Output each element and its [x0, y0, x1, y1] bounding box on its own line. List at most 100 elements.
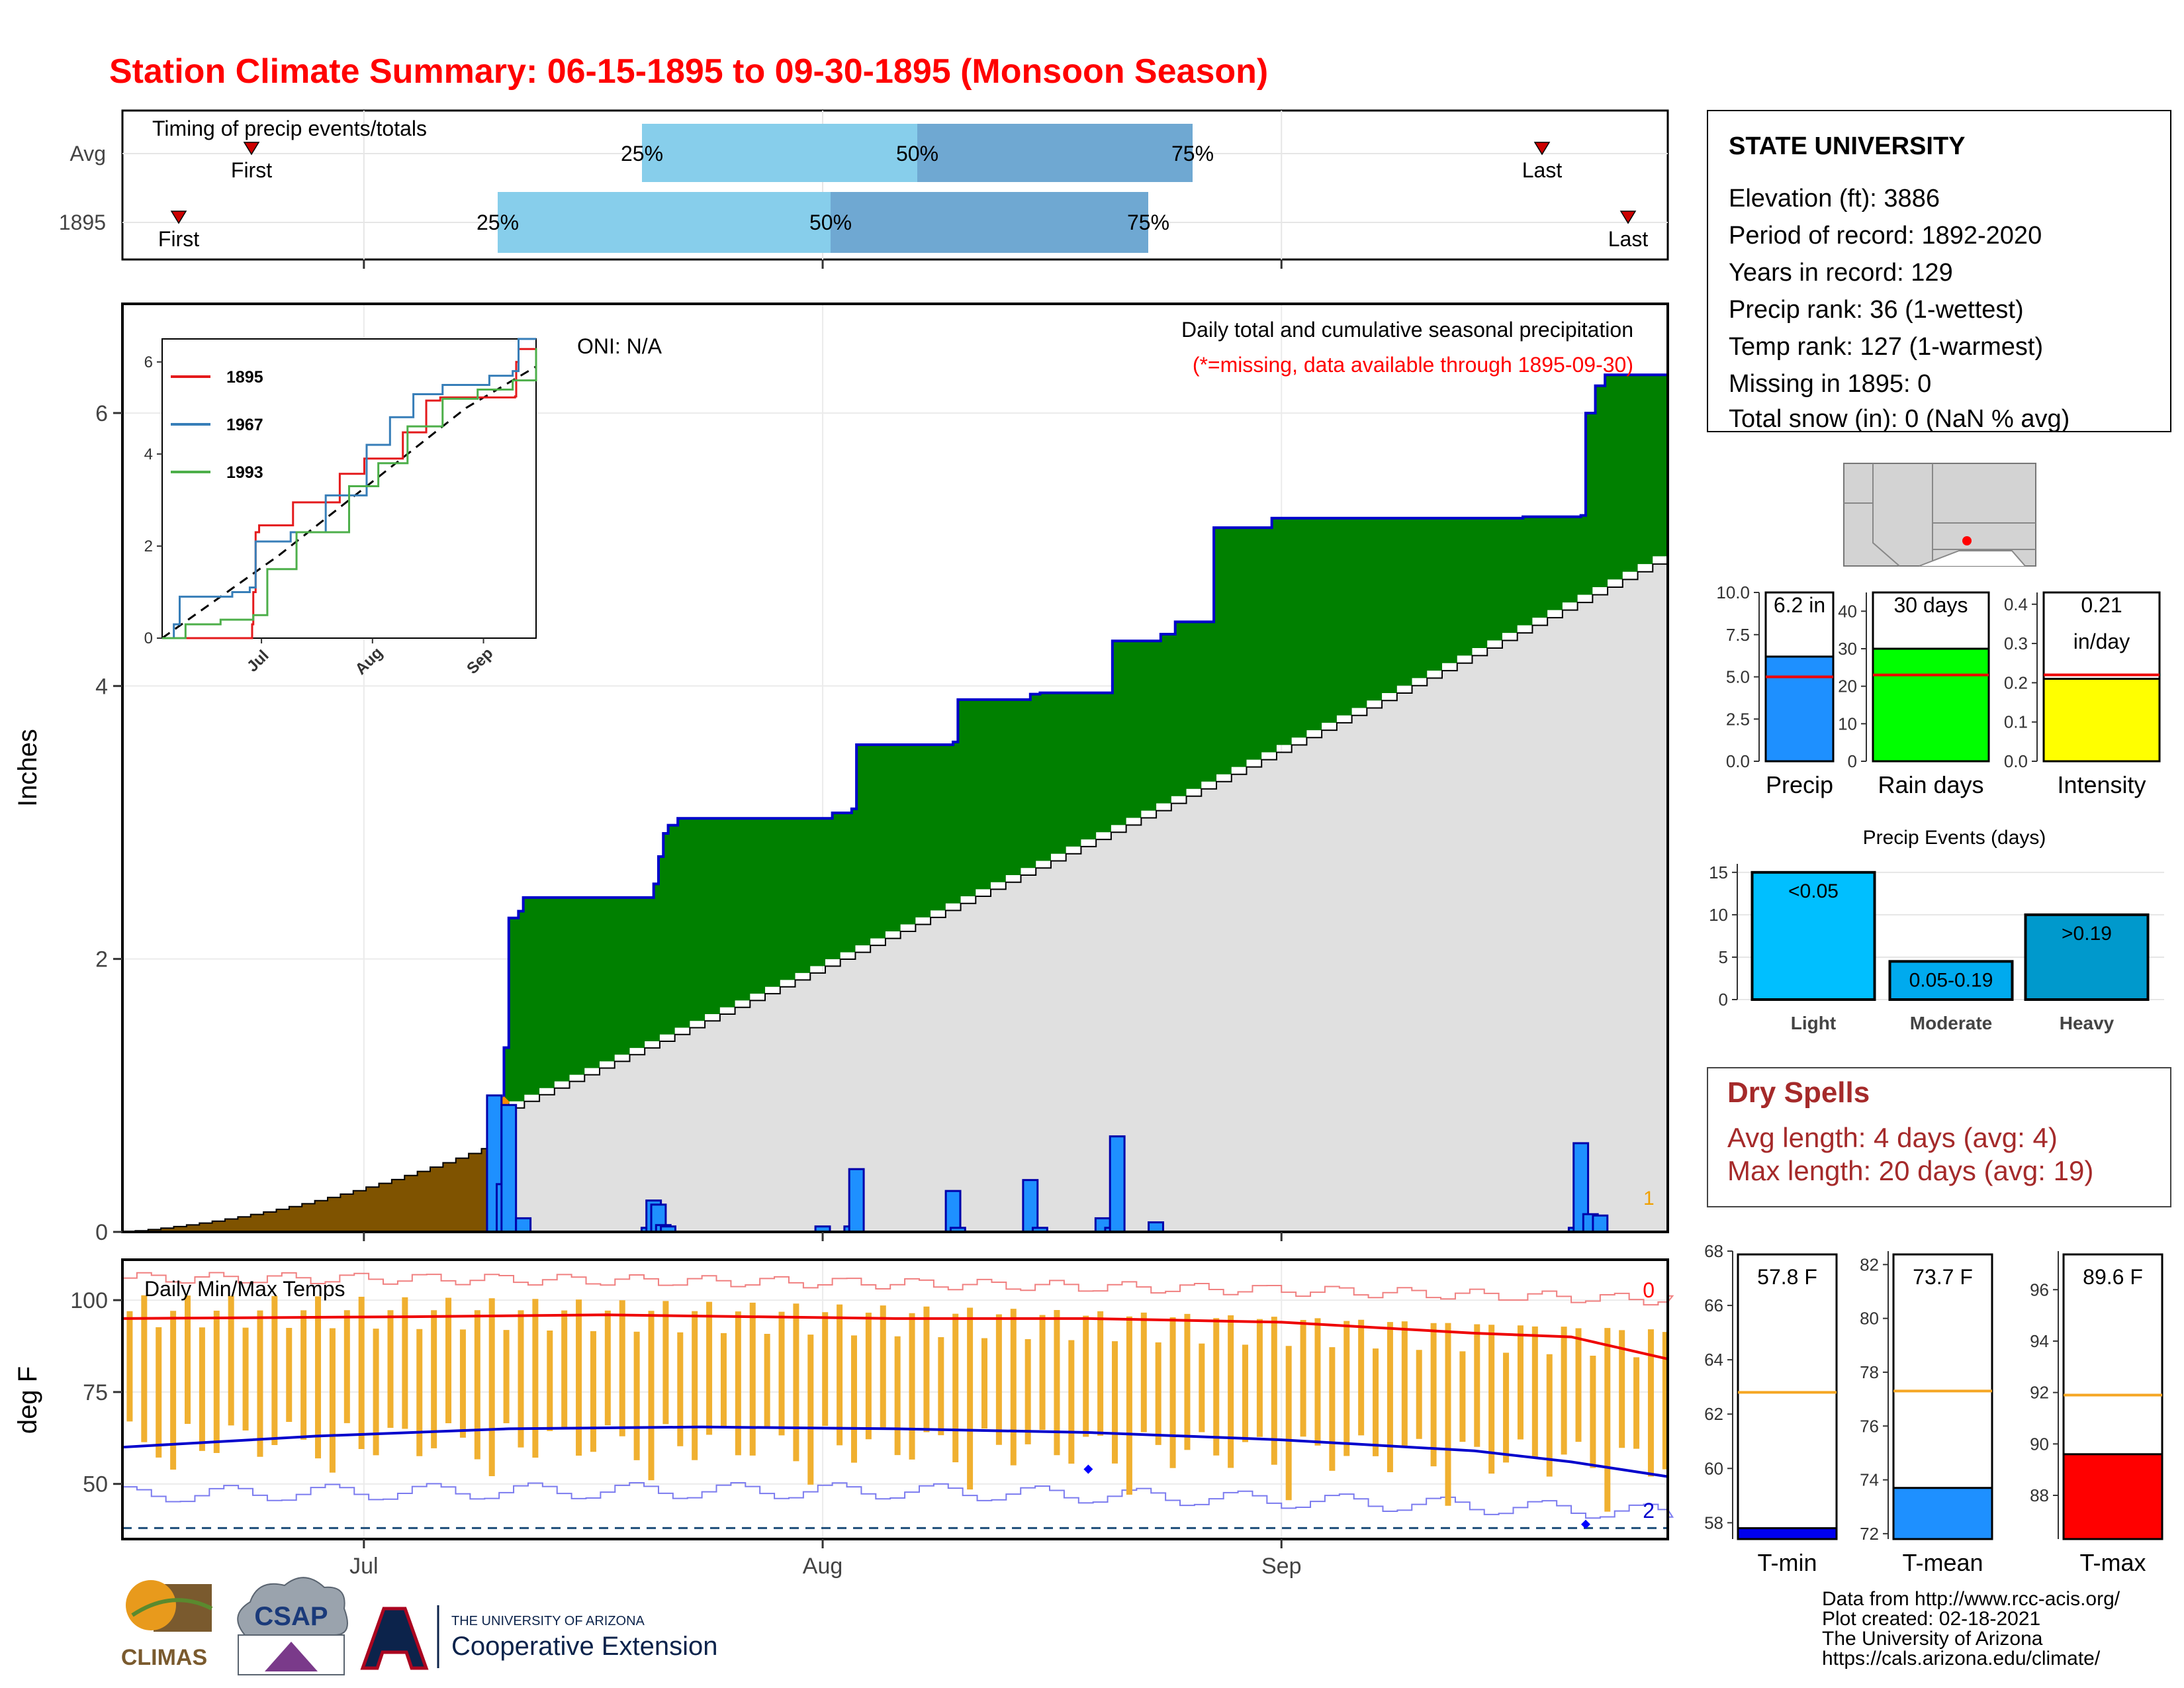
timing-p75-label-avg: 75% [1171, 142, 1214, 165]
daily-precip-bar-18 [1109, 1135, 1126, 1233]
timing-bar-q2-year [831, 192, 1148, 253]
footer-line-4: https://cals.arizona.edu/climate/ [1822, 1648, 2101, 1669]
precip-ytick-label-2: 4 [95, 674, 108, 699]
mini-precip-tick-label-3: 7.5 [1726, 625, 1750, 645]
inset-legend-label-1: 1967 [226, 416, 263, 434]
timing-first-label-avg: First [231, 158, 272, 182]
mini-precip-tick-label-4: 10.0 [1716, 583, 1750, 602]
temp-ytick-label-1: 75 [83, 1380, 108, 1405]
tmini-tmin-bar [1737, 1527, 1838, 1540]
station-location-marker [1962, 536, 1972, 545]
mini-stats-panel: 0.0 2.5 5.0 7.5 10.0 6.2 in Precip 0 10 20 30 40 30 … [1716, 583, 2161, 798]
info-period: Period of record: 1892-2020 [1729, 222, 2042, 250]
events-bar-0 [1751, 870, 1876, 1001]
mini-raindays-bar [1872, 647, 1990, 763]
daily-precip-bar-3 [515, 1217, 532, 1233]
mini-intensity-tick-label-1: 0.1 [2004, 712, 2028, 732]
info-years: Years in record: 129 [1729, 259, 1953, 287]
info-missing: Missing in 1895: 0 [1729, 370, 1931, 398]
daily-precip-bar-11 [848, 1168, 865, 1233]
record-low-marker-0 [1083, 1464, 1093, 1474]
events-bar-2 [2024, 913, 2150, 1001]
inset-ytick-label-2: 4 [144, 445, 153, 463]
events-bar-1 [1888, 960, 2014, 1001]
tmini-tmin-tick-label-4: 66 [1704, 1295, 1723, 1315]
record-low-line [122, 1481, 1674, 1519]
above-average-area [494, 375, 1668, 1232]
x-tick-label-0: Jul [349, 1554, 378, 1579]
precip-ylabel: Inches [13, 729, 42, 807]
dry-spells-avg: Avg length: 4 days (avg: 4) [1727, 1122, 2058, 1153]
precip-areas [122, 373, 1668, 1233]
dry-spells-frame [1707, 1067, 2171, 1207]
map-border [1919, 550, 2026, 567]
temp-frame [121, 1258, 1669, 1540]
daily-precip-bar-12 [944, 1190, 962, 1233]
inset-ytick-label-1: 2 [144, 538, 153, 555]
events-bar-label-0: Light [1791, 1013, 1836, 1033]
inset-series-line-2 [162, 348, 537, 639]
timing-panel: 25% 50% 75% First Last 25% 50% 75% First Last Tim… [59, 109, 1669, 269]
tmini-tmin-tick-label-3: 64 [1704, 1350, 1723, 1370]
ua-a-mark [360, 1607, 429, 1670]
logos: CLIMAS CSAP THE UNIVERSITY OF ARIZONA Co… [121, 1577, 717, 1675]
events-bar-label-1: Moderate [1910, 1013, 1992, 1033]
tmini-tmean-tick-label-4: 80 [1860, 1309, 1879, 1329]
timing-row-label-avg: Avg [69, 142, 106, 165]
mini-precip-tick-label-1: 2.5 [1726, 709, 1750, 729]
tmini-tmin-value: 57.8 F [1757, 1265, 1817, 1289]
mini-intensity-tick-label-2: 0.2 [2004, 673, 2028, 692]
tmini-tmax-tick-label-4: 96 [2030, 1280, 2049, 1299]
events-bar-tag-1: 0.05-0.19 [1909, 969, 1993, 991]
timing-title: Timing of precip events/totals [152, 117, 427, 140]
timing-last-marker-year [1619, 211, 1637, 224]
timing-bar-q2-avg [917, 124, 1193, 182]
timing-last-label-avg: Last [1522, 158, 1563, 182]
average-cumulative-area [493, 556, 1668, 1233]
cumulative-before-area [122, 1143, 495, 1233]
climas-logo: CLIMAS [121, 1580, 213, 1670]
mini-raindays-tick-label-3: 30 [1838, 639, 1857, 659]
average-max-line [122, 1313, 1668, 1360]
precip-caption: Daily total and cumulative seasonal prec… [1181, 318, 1633, 342]
locator-map [1843, 463, 2036, 567]
inset-series-line-0 [162, 348, 536, 639]
station-info-box: STATE UNIVERSITY Elevation (ft): 3886 Pe… [1707, 110, 2171, 433]
tmini-tmax-value: 89.6 F [2083, 1265, 2143, 1289]
mini-precip-tick-label-2: 5.0 [1726, 667, 1750, 687]
mini-intensity-value: 0.21 [2081, 593, 2122, 617]
mini-intensity-tick-label-4: 0.4 [2004, 594, 2028, 614]
daily-precip-bar-2 [500, 1103, 518, 1233]
tmini-tmin-tick-label-5: 68 [1704, 1241, 1723, 1261]
csap-logo: CSAP [237, 1577, 348, 1675]
tmini-tmax-tick-label-3: 94 [2030, 1331, 2049, 1351]
x-tick-label-1: Aug [803, 1554, 843, 1579]
tmini-tmean-tick-label-1: 74 [1860, 1470, 1879, 1490]
precip-frame [121, 303, 1669, 1233]
timing-first-marker-avg [243, 142, 260, 156]
average-min-line [122, 1425, 1668, 1478]
events-ytick-label-1: 5 [1719, 947, 1728, 967]
tmini-tmin-label: T-min [1758, 1549, 1817, 1576]
tmini-tmin-tick-label-1: 60 [1704, 1458, 1723, 1478]
events-ytick-label-0: 0 [1719, 990, 1728, 1009]
precip-panel: 0 2 4 6 Inches ONI: N/A Daily total and cum… [13, 303, 1669, 1245]
tmini-tmean-value: 73.7 F [1913, 1265, 1973, 1289]
tmini-tmax-bar [2062, 1453, 2163, 1540]
mini-intensity-tick-label-3: 0.3 [2004, 633, 2028, 653]
timing-last-marker-avg [1533, 142, 1551, 156]
csap-mountain [265, 1642, 318, 1671]
info-precip-rank: Precip rank: 36 (1-wettest) [1729, 296, 2024, 324]
csap-logo-text: CSAP [254, 1602, 328, 1631]
precip-events-panel: Precip Events (days) 0 5 10 15 <0.05 Light 0.0… [1709, 827, 2164, 1033]
daily-precip-bar-14 [1022, 1179, 1039, 1233]
mini-raindays-value: 30 days [1893, 593, 1968, 617]
precip-corner-count: 1 [1643, 1188, 1655, 1209]
observed-cumulative-line [494, 373, 1668, 1233]
mini-precip-bar [1764, 655, 1835, 763]
info-elevation: Elevation (ft): 3886 [1729, 185, 1940, 212]
temperature-panel: 50 75 100 Daily Min/Max Temps 0 2 deg F [13, 1258, 1674, 1540]
mini-intensity-label: Intensity [2057, 771, 2146, 798]
temp-ytick-label-0: 50 [83, 1472, 108, 1497]
